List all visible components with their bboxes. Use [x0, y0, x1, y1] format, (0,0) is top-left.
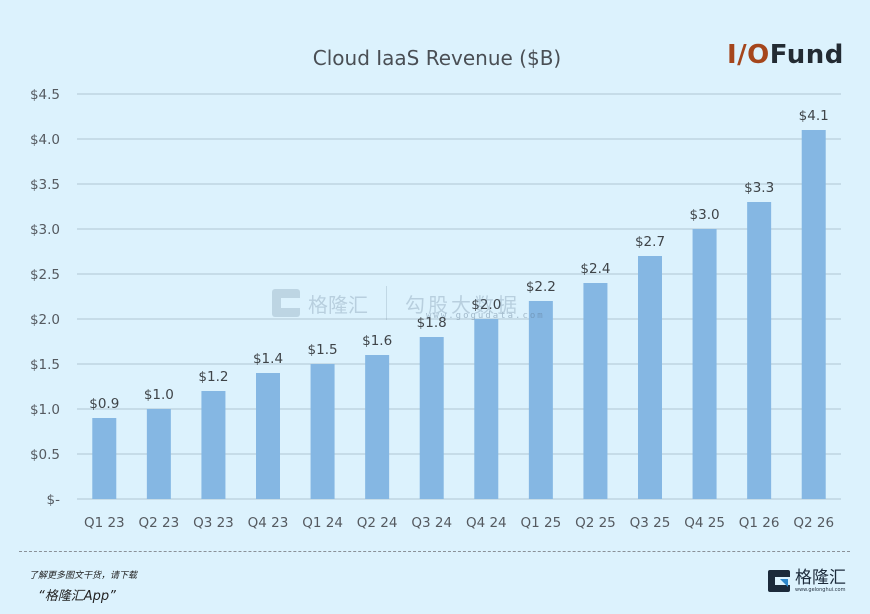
bar — [365, 355, 390, 499]
x-tick-label: Q2 25 — [575, 515, 616, 531]
y-axis-ticks: $- $0.5 $1.0 $1.5 $2.0 $2.5 $3.0 $3.5 $4.0 $4.5 — [30, 87, 60, 508]
bar — [528, 301, 553, 499]
bar — [692, 229, 717, 499]
bar — [256, 373, 280, 499]
x-tick-label: Q4 23 — [248, 515, 289, 531]
x-tick-label: Q1 26 — [739, 515, 780, 531]
bar — [310, 364, 335, 499]
x-tick-label: Q1 25 — [521, 515, 562, 531]
x-axis-ticks: Q1 23 Q2 23 Q3 23 Q4 23 Q1 24 Q2 24 Q3 24 Q4 24… — [84, 515, 834, 531]
footer-divider — [19, 551, 850, 552]
bar — [747, 202, 772, 499]
y-tick-label: $1.5 — [30, 357, 60, 373]
y-tick-label: $4.5 — [30, 87, 60, 103]
footer-brand: 格隆汇 www.gelonghui.com — [768, 569, 846, 593]
y-tick-label: $2.5 — [30, 267, 60, 283]
gelonghui-logo-icon — [768, 570, 790, 592]
x-tick-label: Q2 26 — [793, 515, 834, 531]
x-tick-label: Q4 25 — [684, 515, 725, 531]
data-label: $3.3 — [744, 180, 774, 196]
bar — [638, 256, 662, 499]
x-tick-label: Q4 24 — [466, 515, 507, 531]
x-tick-label: Q1 23 — [84, 515, 125, 531]
data-label: $3.0 — [690, 207, 720, 223]
bars — [92, 130, 826, 499]
brand-url: www.gelonghui.com — [795, 587, 846, 593]
x-tick-label: Q3 23 — [193, 515, 234, 531]
bar — [92, 418, 117, 499]
y-tick-label: $1.0 — [30, 402, 60, 418]
gridlines — [77, 93, 841, 500]
x-tick-label: Q3 25 — [630, 515, 671, 531]
bar — [801, 130, 826, 499]
y-tick-label: $2.0 — [30, 312, 60, 328]
data-labels: $0.9 $1.0 $1.2 $1.4 $1.5 $1.6 $1.8 $2.0 $2.2 $2.4… — [89, 108, 828, 412]
x-tick-label: Q2 23 — [139, 515, 180, 531]
footer-promo-text: 了解更多图文干货，请下载 — [29, 571, 138, 581]
brand-name: 格隆汇 — [795, 568, 846, 588]
x-tick-label: Q3 24 — [411, 515, 452, 531]
data-label: $1.8 — [417, 315, 447, 331]
data-label: $1.0 — [144, 387, 174, 403]
bar — [146, 409, 171, 499]
x-tick-label: Q1 24 — [302, 515, 343, 531]
data-label: $1.5 — [308, 342, 338, 358]
logo-io: I/O — [727, 40, 770, 70]
chart-title: Cloud IaaS Revenue ($B) — [313, 46, 561, 70]
watermark-url: www.gogudata.com — [426, 311, 545, 321]
data-label: $4.1 — [799, 108, 829, 124]
y-tick-label: $3.5 — [30, 177, 60, 193]
data-label: $1.4 — [253, 351, 283, 367]
x-tick-label: Q2 24 — [357, 515, 398, 531]
bar — [583, 283, 608, 499]
y-tick-label: $3.0 — [30, 222, 60, 238]
y-tick-label: $0.5 — [30, 447, 60, 463]
y-tick-label: $4.0 — [30, 132, 60, 148]
logo-fund: Fund — [769, 40, 844, 70]
bar — [201, 391, 226, 499]
data-label: $2.7 — [635, 234, 665, 250]
data-label: $1.6 — [362, 333, 392, 349]
y-tick-label: $- — [47, 492, 61, 508]
bar — [474, 319, 499, 499]
footer-app-name: “格隆汇App” — [38, 589, 116, 604]
iofund-logo: I/OFund — [727, 40, 844, 70]
data-label: $2.2 — [526, 279, 556, 295]
data-label: $2.0 — [471, 297, 501, 313]
data-label: $2.4 — [580, 261, 610, 277]
bar — [419, 337, 444, 499]
data-label: $1.2 — [198, 369, 228, 385]
data-label: $0.9 — [89, 396, 119, 412]
